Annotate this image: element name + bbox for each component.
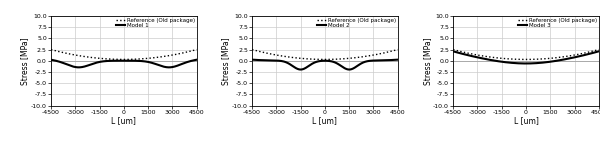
Line: Model 2: Model 2: [252, 60, 398, 70]
Line: Reference (Old package): Reference (Old package): [51, 50, 197, 59]
Reference (Old package): [248, 49, 256, 50]
Line: Model 1: Model 1: [51, 60, 197, 67]
Model 2: [394, 59, 401, 61]
Line: Reference (Old package): Reference (Old package): [453, 50, 599, 59]
Model 1: [145, 61, 152, 63]
Model 2: [358, 62, 365, 64]
Model 1: [113, 60, 121, 62]
Legend: Reference (Old package), Model 2: Reference (Old package), Model 2: [317, 17, 397, 29]
Model 3: [547, 61, 554, 63]
Reference (Old package): [73, 54, 80, 56]
Reference (Old package): [394, 49, 401, 50]
Reference (Old package): [595, 49, 600, 50]
Reference (Old package): [536, 58, 543, 60]
Model 1: [193, 59, 200, 61]
X-axis label: L [um]: L [um]: [514, 116, 538, 125]
Model 3: [595, 50, 600, 52]
Model 1: [157, 65, 164, 67]
Model 2: [314, 60, 322, 62]
Reference (Old package): [487, 56, 494, 58]
Y-axis label: Stress [MPa]: Stress [MPa]: [221, 37, 230, 85]
Reference (Old package): [314, 58, 322, 60]
Legend: Reference (Old package), Model 1: Reference (Old package), Model 1: [116, 17, 196, 29]
Reference (Old package): [120, 59, 127, 60]
Reference (Old package): [134, 58, 141, 60]
Model 3: [487, 59, 494, 61]
Reference (Old package): [286, 56, 293, 58]
Y-axis label: Stress [MPa]: Stress [MPa]: [422, 37, 431, 85]
Reference (Old package): [321, 59, 328, 60]
Model 1: [134, 60, 141, 62]
Model 1: [73, 66, 80, 68]
Model 3: [559, 59, 566, 61]
Model 2: [248, 59, 256, 61]
Reference (Old package): [475, 54, 482, 56]
Reference (Old package): [113, 58, 121, 60]
Y-axis label: Stress [MPa]: Stress [MPa]: [20, 37, 29, 85]
Reference (Old package): [547, 57, 554, 59]
Model 1: [75, 66, 82, 68]
Model 3: [515, 62, 523, 64]
Reference (Old package): [47, 49, 55, 50]
Model 3: [475, 57, 482, 59]
Reference (Old package): [85, 56, 92, 58]
X-axis label: L [um]: L [um]: [313, 116, 337, 125]
Model 2: [346, 69, 353, 70]
Reference (Old package): [274, 54, 281, 56]
Model 3: [522, 63, 529, 64]
Model 1: [85, 64, 92, 66]
X-axis label: L [um]: L [um]: [112, 116, 136, 125]
Reference (Old package): [522, 59, 529, 60]
Reference (Old package): [193, 49, 200, 50]
Reference (Old package): [346, 57, 353, 59]
Model 3: [536, 62, 543, 64]
Reference (Old package): [559, 56, 566, 58]
Line: Model 3: Model 3: [453, 51, 599, 63]
Reference (Old package): [145, 57, 152, 59]
Reference (Old package): [449, 49, 457, 50]
Model 2: [297, 69, 304, 71]
Model 2: [286, 63, 293, 65]
Reference (Old package): [157, 56, 164, 58]
Model 3: [449, 50, 457, 52]
Reference (Old package): [358, 56, 365, 58]
Legend: Reference (Old package), Model 3: Reference (Old package), Model 3: [518, 17, 598, 29]
Model 1: [47, 59, 55, 61]
Line: Reference (Old package): Reference (Old package): [252, 50, 398, 59]
Model 2: [335, 63, 342, 65]
Reference (Old package): [515, 58, 523, 60]
Model 2: [274, 60, 281, 62]
Reference (Old package): [335, 58, 342, 60]
